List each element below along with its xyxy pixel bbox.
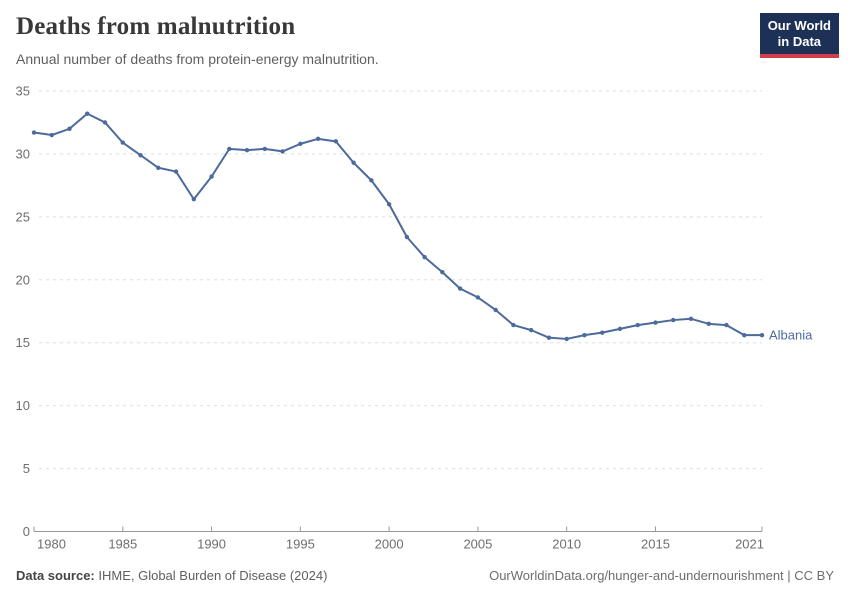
data-point <box>49 132 54 138</box>
chart-title: Deaths from malnutrition <box>16 13 296 40</box>
data-point <box>67 126 72 131</box>
owid-logo-line1: Our World <box>767 18 831 33</box>
data-point <box>635 322 640 328</box>
data-point <box>582 332 587 338</box>
data-point <box>422 254 427 260</box>
data-line <box>33 112 763 340</box>
data-point <box>688 316 694 322</box>
data-point <box>404 234 410 240</box>
data-point <box>369 178 374 183</box>
data-point <box>102 120 108 125</box>
y-tick-label: 15 <box>16 335 30 350</box>
data-point <box>280 149 285 154</box>
data-point <box>244 147 250 153</box>
data-point <box>156 165 161 170</box>
y-tick-label: 5 <box>23 461 30 476</box>
owid-logo[interactable]: Our World in Data <box>759 13 839 58</box>
data-source: Data source: IHME, Global Burden of Dise… <box>16 568 327 583</box>
data-point <box>85 111 90 116</box>
data-point <box>351 160 356 165</box>
data-point <box>671 317 676 323</box>
x-tick-label: 2000 <box>375 537 404 552</box>
y-tick-label: 10 <box>16 398 30 413</box>
data-point <box>209 174 214 179</box>
footer-link: OurWorldinData.org/hunger-and-undernouri… <box>489 568 834 583</box>
chart-subtitle: Annual number of deaths from protein-ene… <box>16 51 379 67</box>
data-point <box>191 197 197 202</box>
data-point <box>511 322 516 328</box>
data-point <box>120 140 125 145</box>
data-point <box>262 146 268 152</box>
data-source-value: IHME, Global Burden of Disease (2024) <box>94 568 328 583</box>
data-point <box>724 322 729 328</box>
data-point <box>599 330 605 335</box>
x-tick-label: 2010 <box>552 537 581 552</box>
data-point <box>759 332 765 338</box>
x-tick-label: 1985 <box>108 537 137 552</box>
entity-label: Albania <box>769 328 813 343</box>
data-source-label: Data source: <box>16 568 95 583</box>
y-tick-label: 25 <box>16 209 30 224</box>
y-tick-label: 30 <box>16 146 30 161</box>
data-point <box>546 335 552 340</box>
x-tick-label: 2005 <box>463 537 492 552</box>
data-point <box>333 139 339 144</box>
data-point <box>617 326 623 332</box>
data-point <box>315 136 321 142</box>
owid-logo-line2: in Data <box>777 34 822 50</box>
data-point <box>138 152 143 158</box>
x-tick-label: 1995 <box>286 537 315 552</box>
data-point <box>457 286 463 291</box>
data-point <box>386 202 392 207</box>
y-tick-label: 20 <box>16 272 30 287</box>
data-point <box>173 169 179 174</box>
data-point <box>298 141 303 147</box>
data-point <box>528 327 534 333</box>
data-point <box>493 307 498 313</box>
x-tick-label: 2021 <box>735 537 764 552</box>
y-tick-label: 0 <box>23 524 30 539</box>
data-point <box>440 270 445 275</box>
x-tick-label: 1990 <box>197 537 226 552</box>
data-point <box>227 146 232 152</box>
data-point <box>706 321 711 327</box>
y-tick-label: 35 <box>16 84 30 99</box>
data-point <box>475 295 481 300</box>
data-point <box>31 130 37 135</box>
data-point <box>564 336 569 342</box>
chart-footer: Data source: IHME, Global Burden of Dise… <box>16 568 834 583</box>
data-point <box>742 332 747 338</box>
x-tick-label: 2015 <box>641 537 670 552</box>
x-tick-label: 1980 <box>37 537 66 552</box>
data-point <box>653 320 658 325</box>
